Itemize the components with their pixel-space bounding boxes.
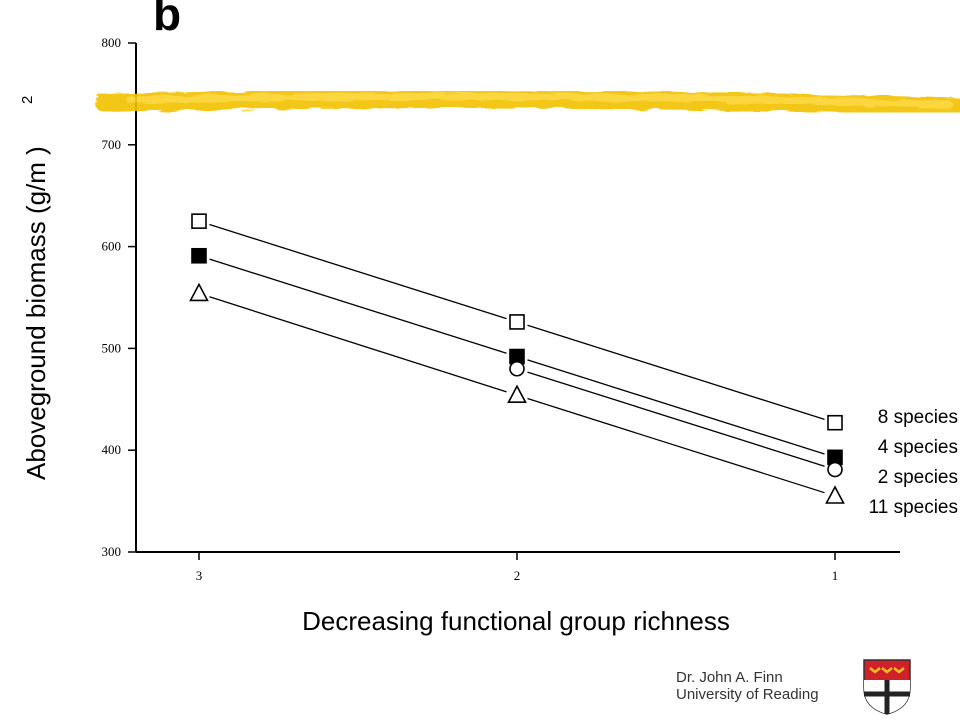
data-point-0 <box>509 314 525 330</box>
y-axis-title: Aboveground biomass (g/m ) <box>21 146 51 480</box>
highlighter-sheen <box>126 92 954 109</box>
data-point-0 <box>827 414 843 431</box>
x-axis-title: Decreasing functional group richness <box>302 606 730 636</box>
axes: 300 400 500 600 700 800 3 2 1 <box>102 35 900 583</box>
data-point-3 <box>825 485 845 504</box>
panel-letter: b <box>153 0 181 40</box>
series-line-2 <box>527 371 825 467</box>
series-line-0 <box>209 223 507 320</box>
y-tick-label: 300 <box>102 544 122 559</box>
series-line-3 <box>209 296 507 393</box>
data-point-0 <box>191 213 207 229</box>
series-line-1 <box>209 258 507 354</box>
highlighter-stroke <box>95 89 960 116</box>
highlighter-group <box>95 89 960 116</box>
y-axis-title-superscript: 2 <box>19 96 36 104</box>
data-point-2 <box>827 461 843 478</box>
series-line-3 <box>527 397 825 494</box>
university-crest-icon <box>863 659 911 715</box>
y-tick-label: 400 <box>102 442 122 457</box>
series-lines <box>209 223 825 494</box>
legend: 8 species 4 species 2 species 11 species <box>869 407 958 518</box>
y-tick-label: 600 <box>102 239 122 254</box>
y-tick-label: 800 <box>102 35 122 50</box>
series-line-1 <box>527 359 825 455</box>
y-tick-label: 700 <box>102 137 122 152</box>
series-line-0 <box>527 324 825 421</box>
legend-label: 8 species <box>878 407 958 428</box>
data-point-2 <box>509 360 525 377</box>
credit-affiliation: University of Reading <box>676 686 819 703</box>
data-point-3 <box>507 384 527 404</box>
y-tick-label: 500 <box>102 340 122 355</box>
data-point-1 <box>191 247 207 264</box>
x-tick-label: 3 <box>196 568 203 583</box>
legend-label: 2 species <box>878 467 958 488</box>
legend-label: 11 species <box>869 497 958 518</box>
legend-label: 4 species <box>878 437 958 458</box>
series-markers <box>189 213 845 504</box>
y-axis-title-group: Aboveground biomass (g/m ) 2 <box>19 96 51 480</box>
x-tick-label: 2 <box>514 568 521 583</box>
x-tick-label: 1 <box>832 568 839 583</box>
data-point-3 <box>189 282 209 302</box>
credit-author: Dr. John A. Finn <box>676 669 783 686</box>
